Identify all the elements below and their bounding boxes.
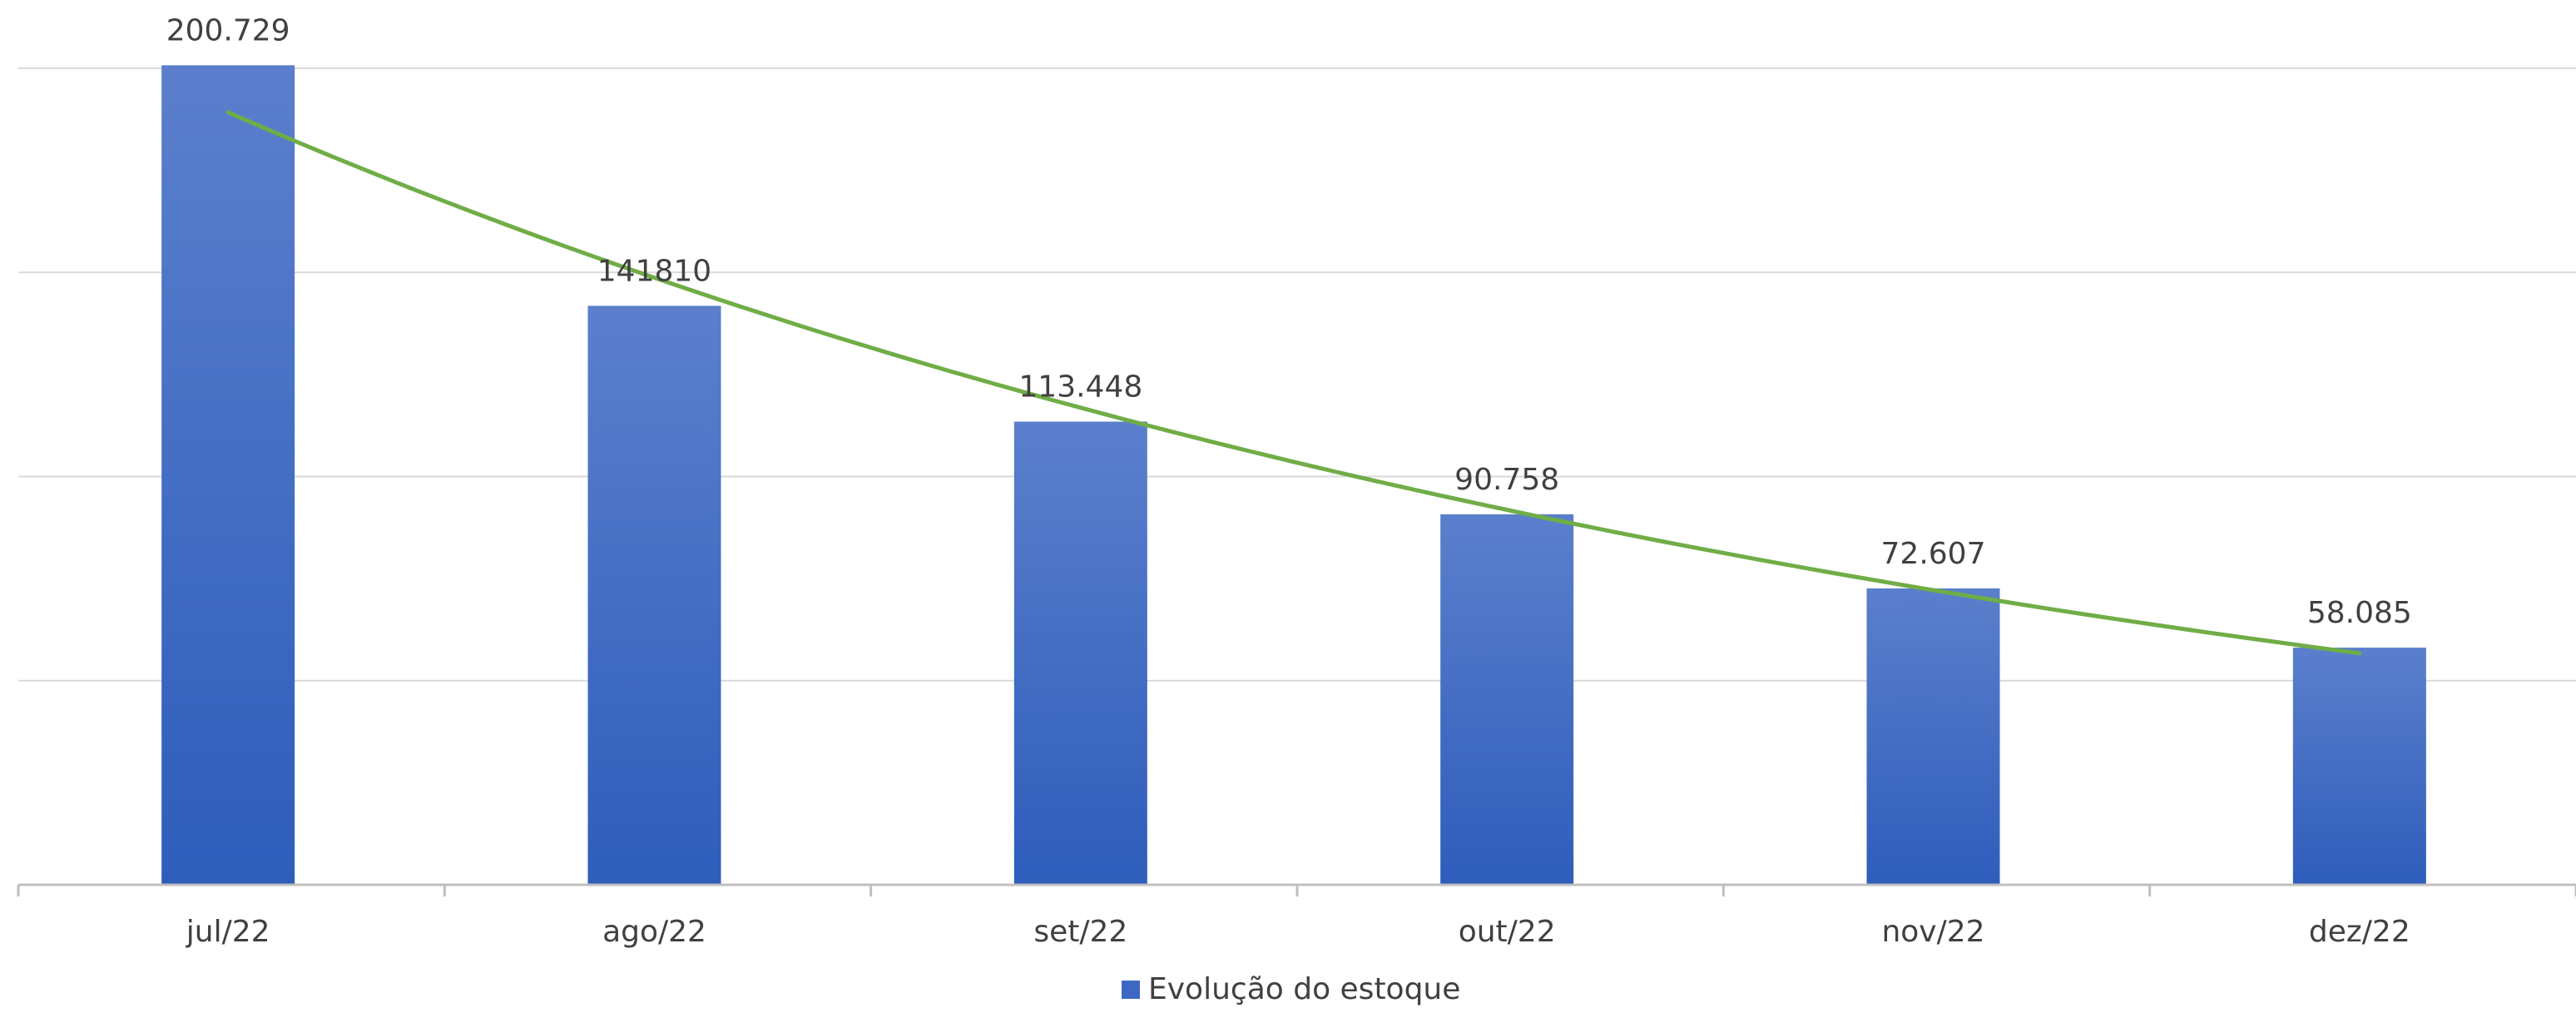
data-label: 90.758 [1454,463,1559,497]
legend-swatch [1122,981,1140,999]
x-tick-label: dez/22 [2309,915,2410,949]
data-label: 58.085 [2307,596,2412,630]
data-labels: 200.729 141810 113.448 90.758 72.607 58.085 [166,13,2412,630]
x-tick-label: jul/22 [186,915,270,949]
legend-label: Evolução do estoque [1148,972,1460,1006]
x-axis: jul/22 ago/22 set/22 out/22 nov/22 dez/22 [17,883,2576,949]
trendline-path [225,110,2362,656]
x-tick-label: out/22 [1459,915,1556,949]
data-label: 72.607 [1881,537,1986,571]
x-tick-label: nov/22 [1881,915,1984,949]
bar [2292,648,2426,885]
gridlines [18,67,2576,682]
x-tick-label: set/22 [1033,915,1127,949]
trendline [225,110,2362,656]
legend: Evolução do estoque [1122,972,1460,1006]
bar [161,65,295,885]
bar [1013,421,1147,885]
bar [587,305,721,885]
data-label: 113.448 [1018,370,1142,405]
data-label: 141810 [597,254,711,288]
x-tick-label: ago/22 [602,915,706,949]
bar [1440,514,1574,885]
bars [161,65,2426,885]
data-label: 200.729 [166,13,290,47]
bar [1866,588,2000,885]
